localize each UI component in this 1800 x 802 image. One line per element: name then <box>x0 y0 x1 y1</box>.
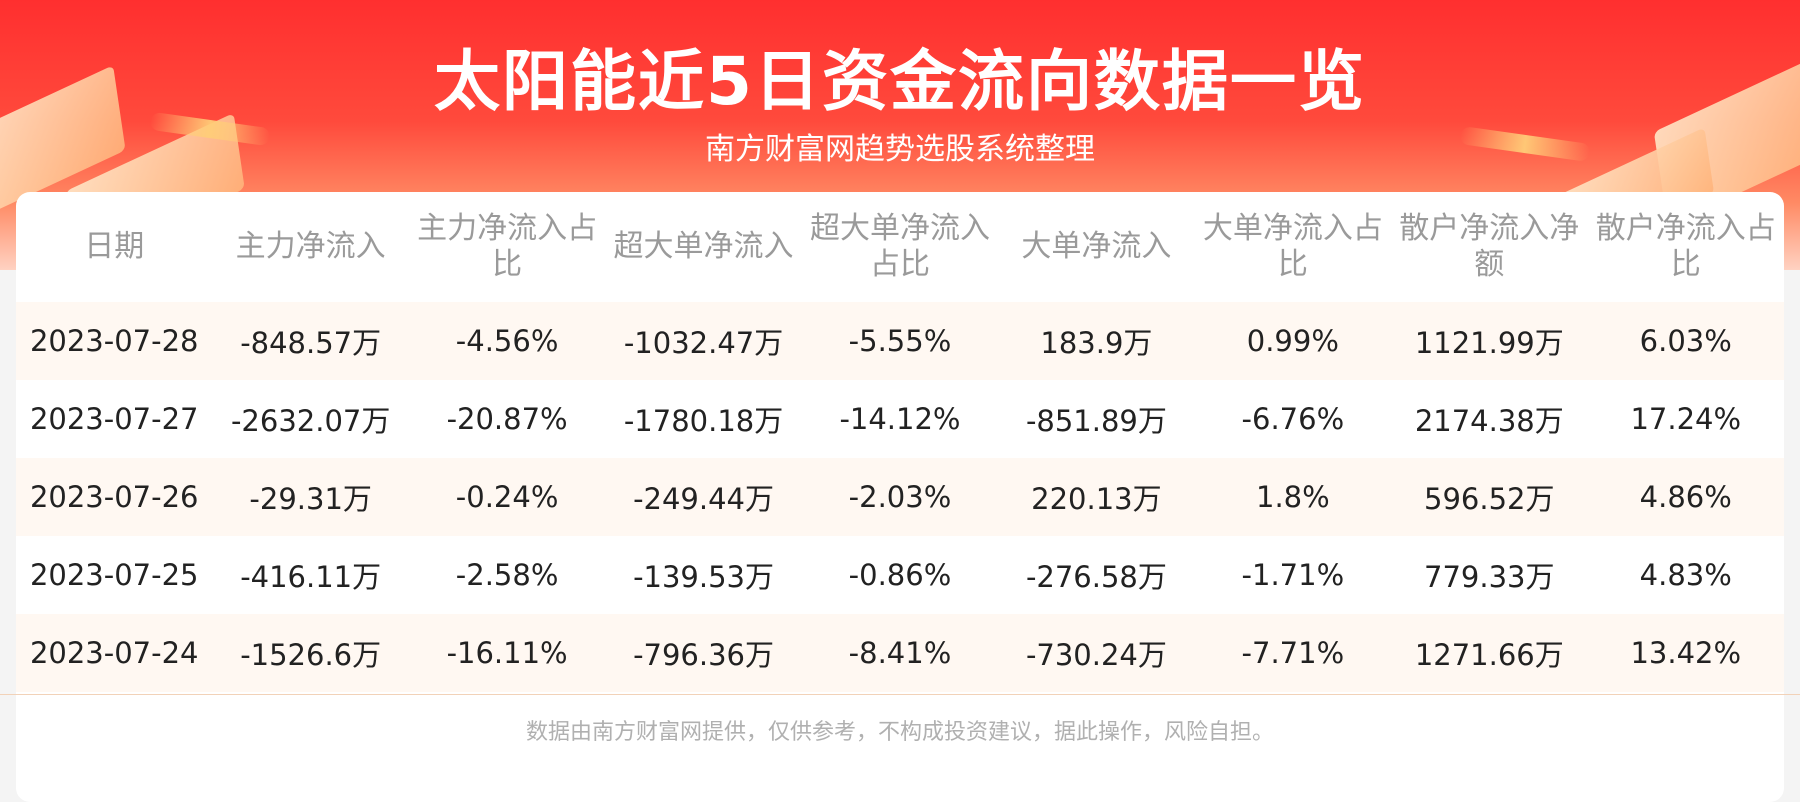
table-row: 2023-07-26 -29.31万 -0.24% -249.44万 -2.03… <box>16 458 1784 536</box>
cell-large-net-inflow: 183.9万 <box>998 302 1195 380</box>
cell-date: 2023-07-27 <box>16 380 213 458</box>
cell-super-large-net-inflow: -796.36万 <box>605 614 802 692</box>
column-header-super-large-net-inflow-ratio: 超大单净流入占比 <box>809 211 990 282</box>
cell-main-net-inflow-ratio: -4.56% <box>408 302 606 380</box>
cell-retail-net-inflow: 779.33万 <box>1391 536 1588 614</box>
cell-date: 2023-07-24 <box>16 614 213 692</box>
fund-flow-table: 日期 主力净流入 主力净流入占比 超大单净流入 超大单净流入占比 大单净流入 大… <box>16 192 1784 692</box>
cell-retail-net-inflow-ratio: 4.86% <box>1587 458 1784 536</box>
column-header-large-net-inflow-ratio: 大单净流入占比 <box>1202 211 1383 282</box>
cell-large-net-inflow-ratio: 0.99% <box>1194 302 1392 380</box>
cell-retail-net-inflow-ratio: 6.03% <box>1587 302 1784 380</box>
cell-super-large-net-inflow-ratio: -8.41% <box>801 614 999 692</box>
cell-retail-net-inflow: 1121.99万 <box>1391 302 1588 380</box>
cell-retail-net-inflow-ratio: 17.24% <box>1587 380 1784 458</box>
cell-super-large-net-inflow: -1032.47万 <box>605 302 802 380</box>
data-card: 南方财富网 Southmoney.com 日期 主力净流入 主力净流入占比 超大… <box>16 192 1784 802</box>
cell-super-large-net-inflow: -1780.18万 <box>605 380 802 458</box>
column-header-large-net-inflow: 大单净流入 <box>1021 229 1172 264</box>
cell-main-net-inflow-ratio: -16.11% <box>408 614 606 692</box>
cell-retail-net-inflow: 596.52万 <box>1391 458 1588 536</box>
footer-divider <box>0 694 1800 695</box>
column-header-date: 日期 <box>84 229 145 264</box>
cell-super-large-net-inflow-ratio: -0.86% <box>801 536 999 614</box>
cell-retail-net-inflow-ratio: 13.42% <box>1587 614 1784 692</box>
cell-retail-net-inflow-ratio: 4.83% <box>1587 536 1784 614</box>
table-row: 2023-07-28 -848.57万 -4.56% -1032.47万 -5.… <box>16 302 1784 380</box>
cell-super-large-net-inflow: -249.44万 <box>605 458 802 536</box>
cell-retail-net-inflow: 1271.66万 <box>1391 614 1588 692</box>
cell-large-net-inflow-ratio: -6.76% <box>1194 380 1392 458</box>
cell-main-net-inflow: -416.11万 <box>212 536 409 614</box>
column-header-retail-net-inflow-ratio: 散户净流入占比 <box>1595 211 1776 282</box>
page-subtitle: 南方财富网趋势选股系统整理 <box>705 132 1095 167</box>
page-title: 太阳能近5日资金流向数据一览 <box>434 43 1366 120</box>
column-header-retail-net-inflow: 散户净流入净额 <box>1399 211 1580 282</box>
cell-super-large-net-inflow-ratio: -2.03% <box>801 458 999 536</box>
cell-large-net-inflow-ratio: -7.71% <box>1194 614 1392 692</box>
table-row: 2023-07-25 -416.11万 -2.58% -139.53万 -0.8… <box>16 536 1784 614</box>
cell-large-net-inflow: -730.24万 <box>998 614 1195 692</box>
cell-date: 2023-07-28 <box>16 302 213 380</box>
cell-super-large-net-inflow-ratio: -14.12% <box>801 380 999 458</box>
cell-large-net-inflow: -851.89万 <box>998 380 1195 458</box>
cell-retail-net-inflow: 2174.38万 <box>1391 380 1588 458</box>
cell-large-net-inflow-ratio: 1.8% <box>1194 458 1392 536</box>
column-header-super-large-net-inflow: 超大单净流入 <box>613 229 794 264</box>
table-header-row: 日期 主力净流入 主力净流入占比 超大单净流入 超大单净流入占比 大单净流入 大… <box>16 192 1784 302</box>
cell-super-large-net-inflow: -139.53万 <box>605 536 802 614</box>
cell-main-net-inflow-ratio: -20.87% <box>408 380 606 458</box>
table-row: 2023-07-24 -1526.6万 -16.11% -796.36万 -8.… <box>16 614 1784 692</box>
cell-main-net-inflow: -2632.07万 <box>212 380 409 458</box>
column-header-main-net-inflow-ratio: 主力净流入占比 <box>417 211 598 282</box>
cell-main-net-inflow: -29.31万 <box>212 458 409 536</box>
table-row: 2023-07-27 -2632.07万 -20.87% -1780.18万 -… <box>16 380 1784 458</box>
cell-main-net-inflow-ratio: -2.58% <box>408 536 606 614</box>
cell-main-net-inflow-ratio: -0.24% <box>408 458 606 536</box>
cell-large-net-inflow: 220.13万 <box>998 458 1195 536</box>
cell-super-large-net-inflow-ratio: -5.55% <box>801 302 999 380</box>
footer-disclaimer: 数据由南方财富网提供，仅供参考，不构成投资建议，据此操作，风险自担。 <box>525 720 1274 745</box>
cell-date: 2023-07-26 <box>16 458 213 536</box>
cell-large-net-inflow: -276.58万 <box>998 536 1195 614</box>
cell-date: 2023-07-25 <box>16 536 213 614</box>
cell-main-net-inflow: -848.57万 <box>212 302 409 380</box>
cell-large-net-inflow-ratio: -1.71% <box>1194 536 1392 614</box>
column-header-main-net-inflow: 主力净流入 <box>235 229 386 264</box>
cell-main-net-inflow: -1526.6万 <box>212 614 409 692</box>
